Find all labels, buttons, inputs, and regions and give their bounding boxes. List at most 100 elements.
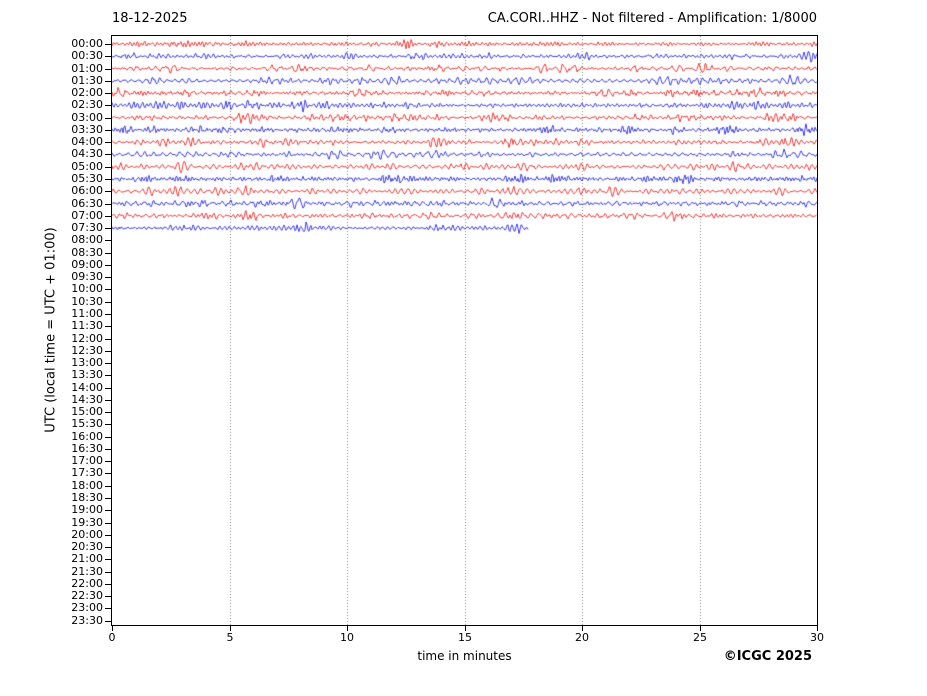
x-tick-label: 10: [340, 631, 354, 644]
y-tick-label: 04:30: [71, 147, 103, 160]
y-tick-mark: [105, 559, 111, 560]
y-tick-mark: [105, 204, 111, 205]
y-tick-mark: [105, 130, 111, 131]
x-axis-label: time in minutes: [417, 649, 512, 663]
x-tick-label: 25: [693, 631, 707, 644]
y-tick-mark: [105, 351, 111, 352]
x-tick-label: 0: [108, 631, 116, 644]
y-tick-mark: [105, 449, 111, 450]
y-tick-label: 13:00: [71, 356, 103, 369]
seismogram-canvas: [112, 36, 817, 625]
y-tick-mark: [105, 584, 111, 585]
x-tick-label: 15: [458, 631, 472, 644]
x-tick-label: 20: [575, 631, 589, 644]
y-tick-mark: [105, 608, 111, 609]
y-tick-label: 07:30: [71, 221, 103, 234]
x-tick-mark: [465, 626, 466, 631]
y-tick-label: 10:00: [71, 282, 103, 295]
y-tick-mark: [105, 314, 111, 315]
date-title: 18-12-2025: [112, 11, 188, 26]
y-tick-mark: [105, 473, 111, 474]
y-tick-label: 16:00: [71, 430, 103, 443]
y-tick-mark: [105, 363, 111, 364]
y-tick-label: 14:30: [71, 393, 103, 406]
y-tick-mark: [105, 424, 111, 425]
y-tick-label: 15:30: [71, 417, 103, 430]
y-tick-label: 12:00: [71, 332, 103, 345]
y-tick-label: 00:00: [71, 37, 103, 50]
y-tick-mark: [105, 191, 111, 192]
y-tick-label: 04:00: [71, 135, 103, 148]
y-tick-mark: [105, 253, 111, 254]
y-tick-label: 17:30: [71, 466, 103, 479]
y-tick-mark: [105, 339, 111, 340]
x-tick-label: 30: [810, 631, 824, 644]
y-tick-mark: [105, 93, 111, 94]
y-tick-mark: [105, 547, 111, 548]
y-tick-label: 14:00: [71, 381, 103, 394]
y-tick-mark: [105, 179, 111, 180]
y-tick-label: 11:30: [71, 319, 103, 332]
y-tick-mark: [105, 535, 111, 536]
x-tick-mark: [817, 626, 818, 631]
y-tick-label: 12:30: [71, 344, 103, 357]
y-tick-mark: [105, 216, 111, 217]
y-tick-label: 20:30: [71, 540, 103, 553]
x-tick-label: 5: [226, 631, 234, 644]
y-tick-mark: [105, 228, 111, 229]
y-tick-mark: [105, 596, 111, 597]
y-tick-label: 21:30: [71, 565, 103, 578]
y-tick-label: 22:30: [71, 589, 103, 602]
y-tick-label: 00:30: [71, 49, 103, 62]
y-tick-mark: [105, 44, 111, 45]
y-tick-label: 23:00: [71, 601, 103, 614]
y-tick-mark: [105, 326, 111, 327]
x-tick-mark: [230, 626, 231, 631]
y-tick-label: 07:00: [71, 209, 103, 222]
y-tick-label: 13:30: [71, 368, 103, 381]
y-tick-label: 18:00: [71, 479, 103, 492]
y-tick-label: 23:30: [71, 614, 103, 627]
y-tick-mark: [105, 388, 111, 389]
y-tick-mark: [105, 510, 111, 511]
y-tick-label: 09:00: [71, 258, 103, 271]
y-tick-mark: [105, 105, 111, 106]
station-title: CA.CORI..HHZ - Not filtered - Amplificat…: [487, 11, 817, 26]
x-tick-mark: [112, 626, 113, 631]
y-tick-mark: [105, 621, 111, 622]
y-tick-label: 18:30: [71, 491, 103, 504]
y-tick-label: 21:00: [71, 552, 103, 565]
y-tick-label: 19:30: [71, 516, 103, 529]
y-tick-label: 06:00: [71, 184, 103, 197]
y-tick-mark: [105, 81, 111, 82]
y-tick-label: 15:00: [71, 405, 103, 418]
plot-area: [111, 35, 818, 626]
y-tick-label: 08:00: [71, 233, 103, 246]
y-tick-mark: [105, 498, 111, 499]
x-tick-mark: [700, 626, 701, 631]
y-tick-mark: [105, 69, 111, 70]
y-tick-label: 06:30: [71, 197, 103, 210]
y-tick-mark: [105, 437, 111, 438]
y-tick-label: 02:30: [71, 98, 103, 111]
y-tick-mark: [105, 412, 111, 413]
y-tick-label: 16:30: [71, 442, 103, 455]
y-tick-mark: [105, 240, 111, 241]
x-tick-mark: [582, 626, 583, 631]
y-tick-mark: [105, 142, 111, 143]
y-tick-mark: [105, 289, 111, 290]
y-tick-label: 02:00: [71, 86, 103, 99]
y-tick-label: 08:30: [71, 246, 103, 259]
y-tick-mark: [105, 302, 111, 303]
y-tick-label: 09:30: [71, 270, 103, 283]
copyright-label: ©ICGC 2025: [723, 649, 812, 664]
y-tick-mark: [105, 167, 111, 168]
y-tick-mark: [105, 572, 111, 573]
y-tick-label: 22:00: [71, 577, 103, 590]
y-tick-mark: [105, 461, 111, 462]
y-tick-label: 03:30: [71, 123, 103, 136]
y-tick-mark: [105, 400, 111, 401]
y-tick-mark: [105, 56, 111, 57]
y-tick-label: 17:00: [71, 454, 103, 467]
y-tick-label: 10:30: [71, 295, 103, 308]
